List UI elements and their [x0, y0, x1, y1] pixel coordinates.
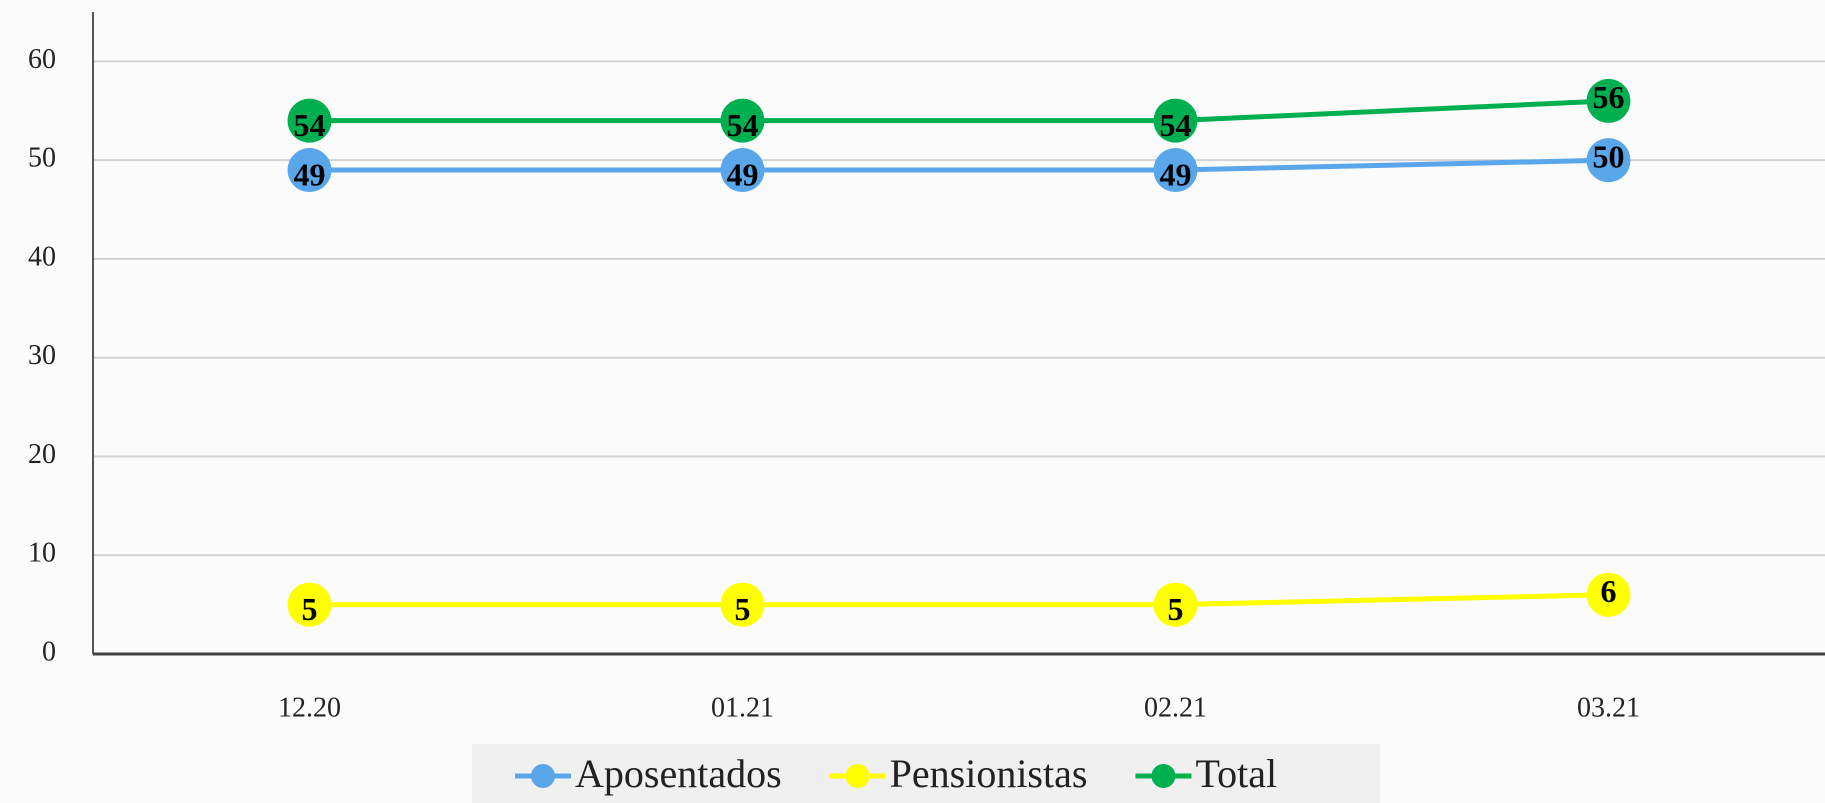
legend-box [472, 744, 1380, 803]
data-label: 56 [1593, 79, 1625, 115]
marker [1153, 148, 1198, 193]
legend-marker [845, 764, 870, 788]
data-label: 54 [294, 107, 326, 143]
marker [1586, 78, 1631, 123]
series-line [309, 157, 1609, 173]
legend-marker [1151, 764, 1176, 788]
series-line [309, 592, 1609, 608]
marker [720, 582, 765, 627]
legend-label: Pensionistas [890, 751, 1088, 796]
data-label: 5 [302, 591, 318, 627]
data-label: 50 [1593, 138, 1625, 174]
x-tick-label: 03.21 [1577, 692, 1640, 723]
marker [720, 148, 765, 193]
data-label: 49 [727, 156, 759, 192]
data-label: 54 [727, 107, 759, 143]
marker [287, 98, 332, 143]
data-label: 49 [294, 156, 326, 192]
marker [1153, 582, 1198, 627]
marker [1586, 138, 1631, 183]
y-tick-label: 50 [28, 143, 56, 174]
y-tick-label: 20 [28, 439, 56, 470]
legend-label: Aposentados [575, 751, 782, 796]
x-tick-label: 02.21 [1144, 692, 1207, 723]
marker [1586, 572, 1631, 617]
data-label: 6 [1601, 573, 1617, 609]
legend-label: Total [1195, 751, 1277, 796]
marker [287, 148, 332, 193]
data-label: 5 [735, 591, 751, 627]
y-tick-label: 30 [28, 340, 56, 371]
marker [1153, 98, 1198, 143]
y-tick-label: 10 [28, 538, 56, 569]
y-tick-label: 0 [42, 636, 56, 667]
data-label: 5 [1168, 591, 1184, 627]
y-tick-label: 40 [28, 241, 56, 272]
series-line [309, 98, 1609, 124]
legend-marker [531, 764, 555, 788]
marker [287, 582, 332, 627]
data-label: 49 [1160, 156, 1192, 192]
y-tick-label: 60 [28, 44, 56, 75]
marker [720, 98, 765, 143]
x-tick-label: 12.20 [278, 692, 341, 723]
x-tick-label: 01.21 [711, 692, 774, 723]
data-label: 54 [1160, 107, 1192, 143]
